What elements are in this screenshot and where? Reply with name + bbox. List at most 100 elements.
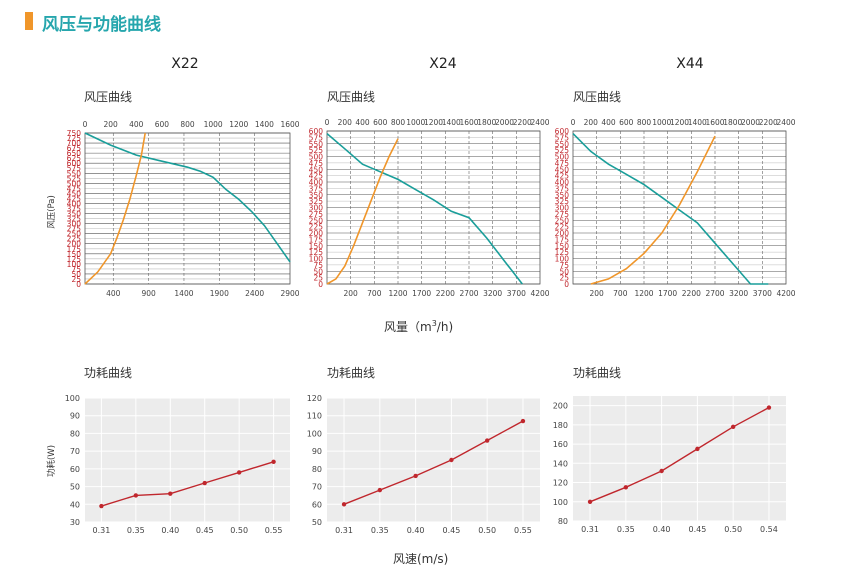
pressure-ytick-x24: 575 xyxy=(309,133,324,142)
pressure-bottom-tick-x24: 700 xyxy=(367,289,382,298)
pressure-top-tick-x22: 200 xyxy=(103,120,118,129)
pressure-top-tick-x24: 800 xyxy=(391,118,406,127)
power-ytick-x44: 160 xyxy=(553,440,568,449)
power-xtick-x24: 0.45 xyxy=(442,526,460,535)
power-ytick-x24: 90 xyxy=(312,447,322,456)
pressure-ytick-x22: 625 xyxy=(67,154,82,163)
pressure-top-tick-x44: 400 xyxy=(601,118,616,127)
pressure-curve-x24 xyxy=(326,132,523,285)
pressure-ytick-x44: 450 xyxy=(555,165,570,174)
pressure-curve-label-x44: 风压曲线 xyxy=(573,90,622,104)
section-title: 风压与功能曲线 xyxy=(42,15,161,35)
power-ytick-x22: 40 xyxy=(70,500,80,509)
pressure-top-tick-x44: 1600 xyxy=(705,118,724,127)
pressure-bottom-tick-x44: 1700 xyxy=(658,289,677,298)
power-xtick-x22: 0.50 xyxy=(230,526,248,535)
power-ytick-x22: 100 xyxy=(65,394,80,403)
pressure-ytick-x22: 250 xyxy=(67,230,82,239)
pressure-ytick-x22: 475 xyxy=(67,184,82,193)
pressure-ytick-x22: 575 xyxy=(67,164,82,173)
pressure-bottom-tick-x22: 1900 xyxy=(210,289,229,298)
pressure-top-tick-x44: 800 xyxy=(637,118,652,127)
power-xtick-x44: 0.54 xyxy=(760,525,778,534)
pressure-ytick-x24: 75 xyxy=(313,261,323,270)
pressure-ytick-x22: 150 xyxy=(67,250,82,259)
power-ytick-x24: 80 xyxy=(312,465,322,474)
pressure-top-tick-x24: 0 xyxy=(325,118,330,127)
pressure-ytick-x24: 425 xyxy=(309,172,324,181)
pressure-ytick-x44: 0 xyxy=(564,280,569,289)
pressure-ytick-x24: 600 xyxy=(309,127,324,136)
pressure-top-tick-x22: 0 xyxy=(83,120,88,129)
model-title-x44: X44 xyxy=(676,56,704,72)
pressure-ytick-x24: 275 xyxy=(309,210,324,219)
pressure-ytick-x24: 500 xyxy=(309,153,324,162)
pressure-curve-label-x22: 风压曲线 xyxy=(84,90,133,104)
power-ytick-x22: 30 xyxy=(70,518,80,527)
power-ytick-x24: 110 xyxy=(307,412,322,421)
pressure-bottom-tick-x24: 3700 xyxy=(507,289,526,298)
power-y-axis-title: 功耗(W) xyxy=(46,445,57,477)
pressure-ytick-x22: 350 xyxy=(67,210,82,219)
pressure-top-tick-x24: 1000 xyxy=(406,118,425,127)
power-xtick-x24: 0.50 xyxy=(478,526,496,535)
pressure-ytick-x22: 175 xyxy=(67,245,82,254)
pressure-top-tick-x44: 600 xyxy=(619,118,634,127)
pressure-ytick-x24: 550 xyxy=(309,140,324,149)
power-point-x44 xyxy=(766,405,772,410)
pressure-ytick-x22: 425 xyxy=(67,194,82,203)
power-xtick-x22: 0.45 xyxy=(196,526,214,535)
pressure-top-tick-x44: 0 xyxy=(571,118,576,127)
pressure-ytick-x44: 25 xyxy=(559,274,569,283)
airflow-axis-title-suffix: /h) xyxy=(436,320,454,334)
pressure-top-tick-x44: 1200 xyxy=(670,118,689,127)
pressure-ytick-x22: 0 xyxy=(76,280,81,289)
pressure-top-tick-x24: 1600 xyxy=(459,118,478,127)
pressure-top-tick-x44: 1400 xyxy=(688,118,707,127)
pressure-ytick-x22: 450 xyxy=(67,189,82,198)
pressure-ytick-x44: 350 xyxy=(555,191,570,200)
power-ytick-x24: 100 xyxy=(307,429,322,438)
power-ytick-x22: 50 xyxy=(70,483,80,492)
pressure-top-tick-x22: 1200 xyxy=(229,120,248,129)
power-curve-x22 xyxy=(101,461,274,507)
pressure-top-tick-x44: 200 xyxy=(584,118,599,127)
airflow-axis-title-prefix: 风量（m xyxy=(384,320,432,334)
power-point-x44 xyxy=(695,446,700,452)
power-plot-bg-x22 xyxy=(85,398,290,522)
pressure-top-tick-x22: 800 xyxy=(180,120,195,129)
power-ytick-x24: 120 xyxy=(307,394,322,403)
pressure-top-tick-x44: 1000 xyxy=(652,118,671,127)
pressure-ytick-x24: 525 xyxy=(309,146,324,155)
pressure-ytick-x44: 100 xyxy=(555,255,570,264)
pressure-ytick-x44: 575 xyxy=(555,133,570,142)
pressure-ytick-x22: 200 xyxy=(67,240,82,249)
pressure-ytick-x24: 125 xyxy=(309,248,324,257)
pressure-top-tick-x24: 1200 xyxy=(424,118,443,127)
speed-axis-title: 风速(m/s) xyxy=(393,552,449,566)
pressure-top-tick-x22: 600 xyxy=(155,120,170,129)
airflow-axis-title: 风量（m3/h) xyxy=(384,318,453,335)
power-ytick-x24: 50 xyxy=(312,518,322,527)
pressure-ytick-x24: 225 xyxy=(309,223,324,232)
power-point-x24 xyxy=(377,487,383,493)
pressure-ytick-x44: 225 xyxy=(555,223,570,232)
model-title-x22: X22 xyxy=(171,56,199,72)
pressure-ytick-x24: 200 xyxy=(309,229,324,238)
power-xtick-x24: 0.35 xyxy=(371,526,389,535)
pressure-bottom-tick-x44: 200 xyxy=(590,289,605,298)
pressure-ytick-x44: 525 xyxy=(555,146,570,155)
pressure-ytick-x22: 400 xyxy=(67,199,82,208)
pressure-top-tick-x44: 2400 xyxy=(776,118,795,127)
pressure-bottom-tick-x44: 2200 xyxy=(682,289,701,298)
pressure-bottom-tick-x44: 1200 xyxy=(634,289,653,298)
pressure-ytick-x24: 100 xyxy=(309,255,324,264)
model-title-x24: X24 xyxy=(429,56,457,72)
power-ytick-x22: 80 xyxy=(70,429,80,438)
pressure-bottom-tick-x22: 2900 xyxy=(280,289,299,298)
pressure-ytick-x24: 475 xyxy=(309,159,324,168)
pressure-ytick-x22: 300 xyxy=(67,220,82,229)
airflow-curve-x24 xyxy=(326,138,399,285)
power-xtick-x44: 0.45 xyxy=(688,525,706,534)
power-xtick-x24: 0.55 xyxy=(514,526,532,535)
